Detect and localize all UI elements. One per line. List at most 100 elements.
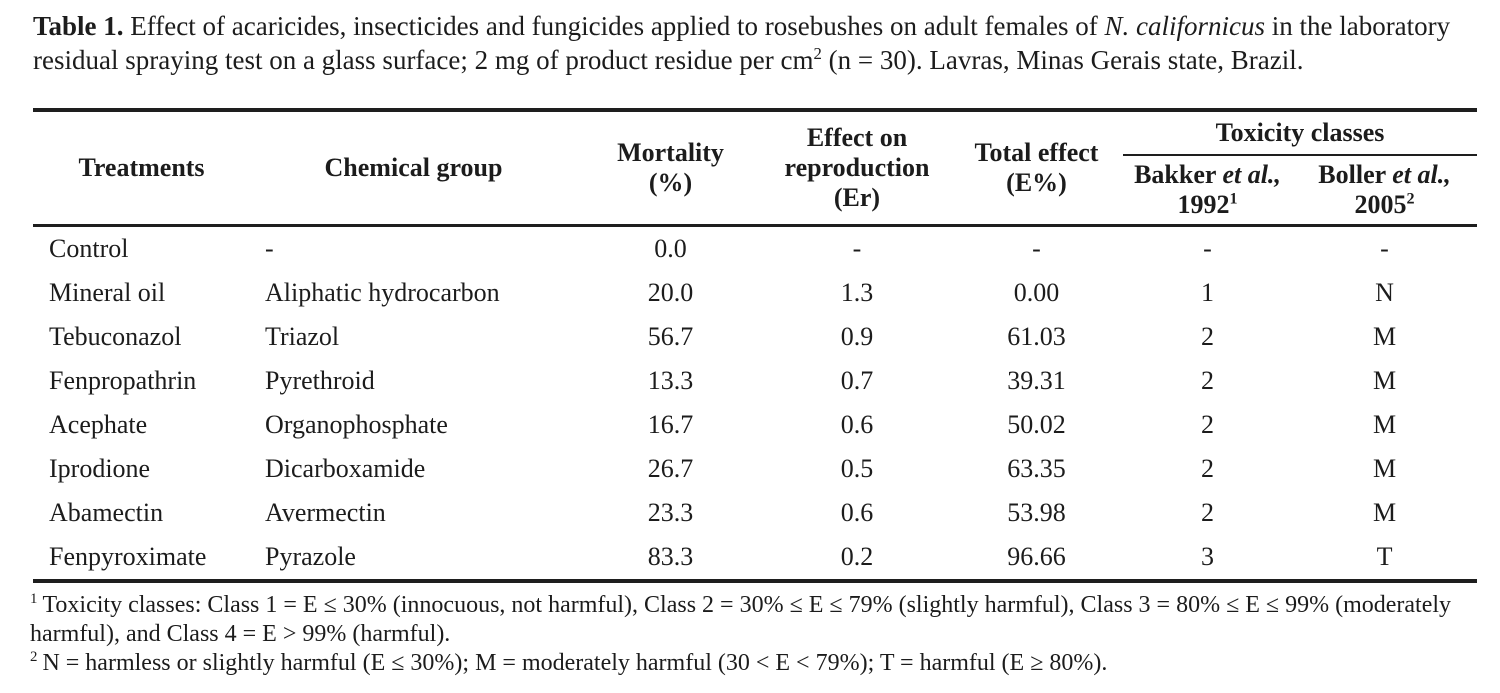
footnote-2-marker: 2 <box>30 649 38 665</box>
col-header-toxicity-classes: Toxicity classes <box>1123 110 1478 156</box>
col-header-total-line1: Total effect <box>974 138 1099 167</box>
boller-class-cell: M <box>1372 366 1397 395</box>
mortality-cell: 26.7 <box>647 454 694 483</box>
col-header-chemical-group: Chemical group <box>250 110 577 227</box>
bakker-class-cell: 2 <box>1201 322 1214 351</box>
footnote-1: 1 Toxicity classes: Class 1 = E ≤ 30% (in… <box>30 591 1474 649</box>
boller-class-cell: - <box>1380 234 1389 263</box>
caption-superscript: 2 <box>813 44 822 63</box>
e-percent-cell: - <box>1032 234 1041 263</box>
e-percent-cell: 50.02 <box>1007 410 1066 439</box>
table-row: Control - 0.0 - - - - <box>33 226 1477 272</box>
treatment-cell: Fenpyroximate <box>49 542 207 571</box>
e-percent-cell: 39.31 <box>1007 366 1066 395</box>
treatment-cell: Control <box>49 234 129 263</box>
bakker-class-cell: 2 <box>1201 454 1214 483</box>
col-header-bakker-footnote-marker: 1 <box>1229 190 1238 208</box>
col-header-effect-line3: (Er) <box>833 183 881 212</box>
footnote-1-text: Toxicity classes: Class 1 = E ≤ 30% (inn… <box>30 592 1452 647</box>
boller-class-cell: T <box>1376 542 1393 571</box>
er-cell: - <box>852 234 862 263</box>
boller-class-cell: N <box>1375 278 1394 307</box>
er-cell: 0.6 <box>840 498 874 527</box>
col-header-boller-line1: Boller et al., <box>1292 160 1477 190</box>
er-cell: 0.7 <box>840 366 874 395</box>
col-header-boller-name: Boller <box>1318 160 1386 189</box>
bakker-class-cell: 2 <box>1201 366 1214 395</box>
col-header-boller: Boller et al., 20052 <box>1292 155 1478 227</box>
mortality-cell: 83.3 <box>647 542 694 571</box>
chemical-group-cell: Triazol <box>265 322 340 351</box>
bakker-class-cell: 2 <box>1201 498 1214 527</box>
mortality-cell: 56.7 <box>647 322 694 351</box>
col-header-treatments: Treatments <box>33 110 250 227</box>
table-row: Fenpropathrin Pyrethroid 13.3 0.7 39.31 2 M <box>33 359 1477 403</box>
footnotes: 1 Toxicity classes: Class 1 = E ≤ 30% (in… <box>30 591 1474 678</box>
bakker-class-cell: - <box>1203 234 1212 263</box>
e-percent-cell: 61.03 <box>1007 322 1066 351</box>
caption-label: Table 1. <box>33 11 124 41</box>
chemical-group-cell: Dicarboxamide <box>265 454 426 483</box>
bakker-class-cell: 1 <box>1201 278 1214 307</box>
boller-class-cell: M <box>1372 410 1397 439</box>
col-header-total-effect: Total effect (E%) <box>950 110 1123 227</box>
col-header-bakker-year: 1992 <box>1177 190 1230 219</box>
col-header-bakker-line2: 19921 <box>1123 190 1292 220</box>
bakker-class-cell: 2 <box>1201 410 1214 439</box>
col-header-bakker-line1: Bakker et al., <box>1123 160 1292 190</box>
chemical-group-cell: Organophosphate <box>265 410 448 439</box>
table-row: Tebuconazol Triazol 56.7 0.9 61.03 2 M <box>33 315 1477 359</box>
caption-text-3: (n = 30). Lavras, Minas Gerais state, Br… <box>828 45 1304 75</box>
caption-text-2: in the laboratory residual spraying test… <box>33 11 1451 75</box>
treatment-cell: Fenpropathrin <box>49 366 197 395</box>
page: { "caption": { "label": "Table 1.", "par… <box>0 9 1500 693</box>
chemical-group-cell: - <box>265 234 274 263</box>
treatment-cell: Mineral oil <box>49 278 166 307</box>
col-header-effect-reproduction: Effect on reproduction (Er) <box>764 110 950 227</box>
table-row: Abamectin Avermectin 23.3 0.6 53.98 2 M <box>33 491 1477 535</box>
col-header-mortality-line2: (%) <box>648 168 693 197</box>
table-row: Iprodione Dicarboxamide 26.7 0.5 63.35 2 M <box>33 447 1477 491</box>
e-percent-cell: 63.35 <box>1007 454 1066 483</box>
header-row-sub: Bakker et al., 19921 Boller et al., 2005… <box>33 155 1478 227</box>
table-row: Mineral oil Aliphatic hydrocarbon 20.0 1.3 0… <box>33 271 1477 315</box>
boller-class-cell: M <box>1372 498 1397 527</box>
e-percent-cell: 0.00 <box>1013 278 1060 307</box>
mortality-cell: 23.3 <box>647 498 694 527</box>
chemical-group-cell: Pyrazole <box>265 542 356 571</box>
chemical-group-cell: Pyrethroid <box>265 366 375 395</box>
treatment-cell: Abamectin <box>49 498 164 527</box>
caption-text-1: Effect of acaricides, insecticides and f… <box>130 11 1098 41</box>
treatment-cell: Tebuconazol <box>49 322 182 351</box>
table-caption: Table 1. Effect of acaricides, insectici… <box>33 9 1474 77</box>
table-body: Control - 0.0 - - - - Mineral oil Aliphatic hydr… <box>33 226 1477 582</box>
boller-class-cell: M <box>1372 322 1397 351</box>
col-header-mortality: Mortality (%) <box>577 110 764 227</box>
er-cell: 1.3 <box>840 278 874 307</box>
col-header-effect-line2: reproduction <box>784 153 930 182</box>
col-header-effect-line1: Effect on <box>806 123 908 152</box>
chemical-group-cell: Avermectin <box>265 498 386 527</box>
col-header-boller-etal: et al., <box>1392 160 1451 189</box>
col-header-total-line2: (E%) <box>1006 168 1067 197</box>
chemical-group-cell: Aliphatic hydrocarbon <box>265 278 500 307</box>
er-cell: 0.5 <box>840 454 874 483</box>
treatment-cell: Acephate <box>49 410 148 439</box>
er-cell: 0.9 <box>840 322 874 351</box>
boller-class-cell: M <box>1372 454 1397 483</box>
mortality-cell: 0.0 <box>654 234 687 263</box>
mortality-cell: 20.0 <box>647 278 694 307</box>
col-header-boller-line2: 20052 <box>1292 190 1477 220</box>
col-header-boller-year: 2005 <box>1354 190 1407 219</box>
footnote-2-text: N = harmless or slightly harmful (E ≤ 30… <box>42 650 1108 676</box>
mortality-cell: 16.7 <box>647 410 694 439</box>
col-header-bakker-name: Bakker <box>1134 160 1216 189</box>
results-table: Treatments Chemical group Mortality (%) … <box>33 108 1478 583</box>
mortality-cell: 13.3 <box>647 366 694 395</box>
col-header-bakker-etal: et al., <box>1222 160 1281 189</box>
e-percent-cell: 96.66 <box>1007 542 1066 571</box>
header-row-main: Treatments Chemical group Mortality (%) … <box>33 110 1478 227</box>
e-percent-cell: 53.98 <box>1007 498 1066 527</box>
caption-species-name: N. californicus <box>1104 11 1265 41</box>
